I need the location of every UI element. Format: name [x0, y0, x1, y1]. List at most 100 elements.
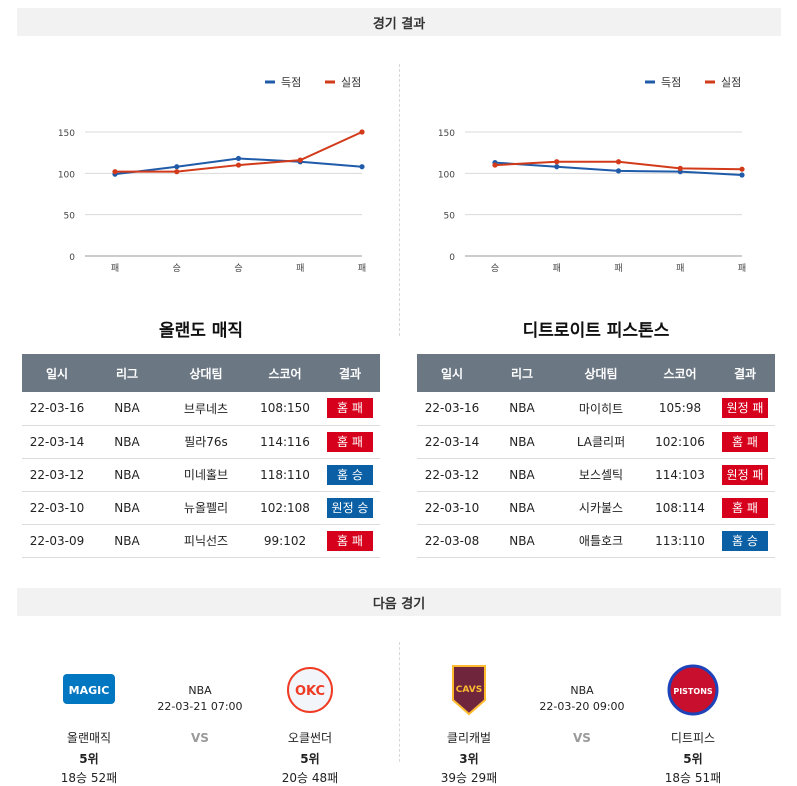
cell-opp: 애틀호크 — [557, 524, 645, 558]
next-left-away[interactable]: OKC 오클썬더 5위 20승 48패 — [265, 660, 355, 786]
team-record: 18승 52패 — [60, 771, 118, 785]
table-row[interactable]: 22-03-14 NBA 필라76s 114:116 홈 패 — [22, 425, 380, 459]
cell-score: 108:150 — [250, 392, 320, 426]
next-right-home[interactable]: CAVS 클리캐벌 3위 39승 29패 — [424, 660, 514, 786]
table-row[interactable]: 22-03-08 NBA 애틀호크 113:110 홈 승 — [417, 524, 775, 558]
cell-league: NBA — [487, 392, 557, 426]
cell-result: 홈 패 — [715, 425, 775, 459]
table-row[interactable]: 22-03-12 NBA 보스셀틱 114:103 원정 패 — [417, 458, 775, 492]
legend-label: 실점 — [341, 76, 361, 89]
team-name: 오클썬더 — [287, 731, 333, 745]
cell-score: 118:110 — [250, 458, 320, 492]
team-name: 디트피스 — [670, 731, 716, 745]
column-header: 일시 — [22, 354, 92, 392]
x-tick-label: 패 — [676, 263, 684, 274]
table-row[interactable]: 22-03-16 NBA 브루네츠 108:150 홈 패 — [22, 392, 380, 426]
result-badge: 홈 패 — [722, 431, 768, 452]
x-tick-label: 패 — [738, 263, 746, 274]
table-row[interactable]: 22-03-16 NBA 마이히트 105:98 원정 패 — [417, 392, 775, 426]
data-point — [297, 157, 303, 163]
data-point — [359, 164, 365, 170]
x-tick-label: 승 — [234, 263, 242, 274]
table-row[interactable]: 22-03-09 NBA 피닉선즈 99:102 홈 패 — [22, 524, 380, 558]
data-point — [615, 168, 622, 174]
results-table-right: 일시 리그 상대팀 스코어 결과 22-03-16 NBA 마이히트 105:98 원정 패 22-… — [417, 354, 775, 558]
result-badge: 홈 패 — [327, 398, 373, 419]
cell-date: 22-03-12 — [417, 458, 487, 492]
match-league: NBA — [570, 684, 594, 697]
y-tick-label: 150 — [438, 129, 455, 139]
cell-opp: 미네홀브 — [162, 458, 250, 492]
result-badge: 원정 패 — [722, 398, 768, 419]
data-point — [235, 162, 242, 168]
cell-score: 102:106 — [645, 425, 715, 459]
okc-thunder-logo-icon: OKC — [287, 667, 333, 713]
cell-league: NBA — [487, 524, 557, 558]
result-badge: 홈 승 — [722, 530, 768, 551]
result-badge: 홈 패 — [327, 530, 373, 551]
next-section-title: 다음 경기 — [17, 588, 781, 616]
data-point — [739, 172, 745, 178]
team-name: 클리캐벌 — [446, 731, 492, 745]
cell-league: NBA — [92, 524, 162, 558]
cell-date: 22-03-10 — [417, 491, 487, 525]
y-tick-label: 0 — [449, 253, 455, 263]
chart-left-svg: 득점 실점 0 50 100 150 패 승 승 패 패 — [58, 76, 366, 274]
legend-label: 득점 — [281, 76, 301, 89]
x-tick-label: 패 — [553, 263, 561, 274]
vs-label-right: VS — [573, 731, 591, 745]
column-header: 결과 — [320, 354, 380, 392]
results-table-left: 일시 리그 상대팀 스코어 결과 22-03-16 NBA 브루네츠 108:150 홈 패 22-… — [22, 354, 380, 558]
cell-score: 114:116 — [250, 425, 320, 459]
svg-text:OKC: OKC — [295, 684, 325, 699]
match-datetime: 22-03-20 09:00 — [539, 700, 625, 713]
cell-score: 105:98 — [645, 392, 715, 426]
table-row[interactable]: 22-03-12 NBA 미네홀브 118:110 홈 승 — [22, 458, 380, 492]
top-divider — [399, 64, 400, 336]
cell-date: 22-03-09 — [22, 524, 92, 558]
cell-result: 홈 패 — [715, 491, 775, 525]
data-point — [554, 164, 560, 170]
column-header: 일시 — [417, 354, 487, 392]
data-point — [174, 164, 180, 170]
cell-opp: 브루네츠 — [162, 392, 250, 426]
team-name: 올랜매직 — [66, 731, 112, 745]
svg-text:MAGIC: MAGIC — [69, 684, 110, 697]
table-row[interactable]: 22-03-10 NBA 뉴올펠리 102:108 원정 승 — [22, 491, 380, 525]
x-tick-label: 패 — [111, 263, 119, 274]
cell-opp: 필라76s — [162, 425, 250, 459]
cell-opp: LA클리퍼 — [557, 425, 645, 459]
match-league: NBA — [188, 684, 212, 697]
legend-label: 득점 — [661, 76, 681, 89]
result-badge: 홈 승 — [327, 464, 373, 485]
column-header: 결과 — [715, 354, 775, 392]
y-tick-label: 50 — [444, 212, 456, 222]
column-header: 스코어 — [250, 354, 320, 392]
team-rank: 5위 — [79, 752, 99, 766]
column-header: 상대팀 — [162, 354, 250, 392]
table-row[interactable]: 22-03-14 NBA LA클리퍼 102:106 홈 패 — [417, 425, 775, 459]
team-title-right: 디트로이트 피스톤스 — [522, 321, 670, 341]
pistons-logo-icon: PISTONS — [667, 664, 719, 716]
team-record: 20승 48패 — [281, 771, 339, 785]
cell-date: 22-03-14 — [417, 425, 487, 459]
next-left-home[interactable]: MAGIC 올랜매직 5위 18승 52패 — [44, 660, 134, 786]
cell-league: NBA — [487, 425, 557, 459]
cell-date: 22-03-08 — [417, 524, 487, 558]
data-point — [112, 169, 118, 175]
cell-league: NBA — [487, 458, 557, 492]
cavaliers-logo-icon: CAVS — [452, 665, 486, 716]
data-point — [554, 159, 560, 165]
y-tick-label: 0 — [69, 253, 75, 263]
data-point — [492, 162, 498, 168]
data-point — [677, 165, 683, 171]
column-header: 리그 — [92, 354, 162, 392]
x-tick-label: 승 — [173, 263, 181, 274]
table-header-row: 일시 리그 상대팀 스코어 결과 — [417, 354, 775, 392]
y-tick-label: 100 — [438, 170, 455, 180]
data-point — [615, 159, 622, 165]
next-right-away[interactable]: PISTONS 디트피스 5위 18승 51패 — [648, 660, 738, 786]
x-tick-label: 패 — [358, 263, 366, 274]
table-row[interactable]: 22-03-10 NBA 시카불스 108:114 홈 패 — [417, 491, 775, 525]
vs-label-left: VS — [191, 731, 209, 745]
